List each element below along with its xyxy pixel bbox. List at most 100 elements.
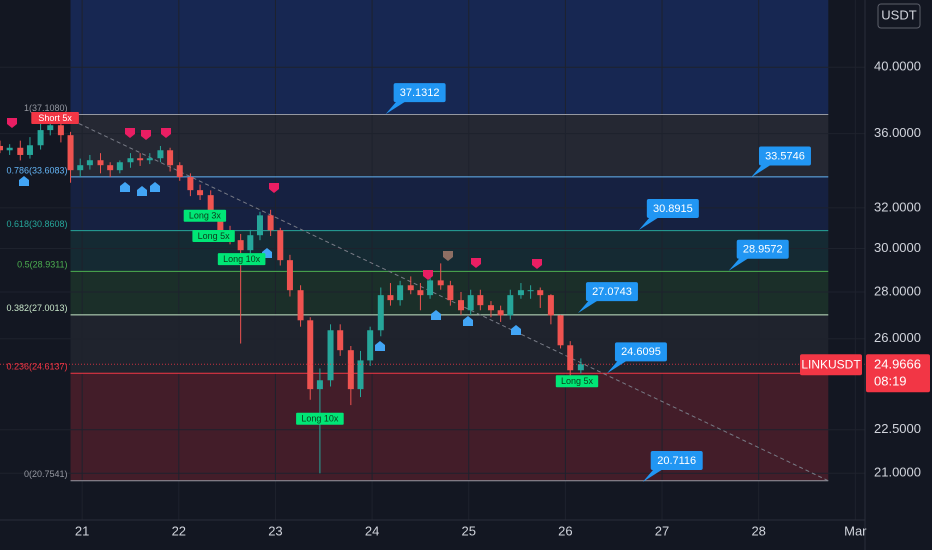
candle-body	[0, 145, 3, 151]
buy-marker	[137, 186, 147, 196]
countdown-label: 08:19	[874, 374, 907, 389]
y-tick-label: 26.0000	[874, 330, 921, 345]
candle-body	[187, 177, 194, 191]
signal-box	[555, 375, 599, 388]
candle-body	[97, 160, 104, 166]
sell-marker	[7, 118, 17, 128]
signal-box	[296, 412, 344, 425]
signal-label: Long 10x	[301, 414, 339, 424]
callout-box	[650, 451, 703, 471]
sell-marker	[161, 128, 171, 138]
candle-body	[17, 147, 24, 155]
candle-body	[47, 125, 54, 131]
candle-body	[297, 290, 304, 321]
sell-marker	[125, 128, 135, 138]
callout-box	[758, 146, 811, 166]
buy-marker	[511, 325, 521, 335]
x-tick-label: 22	[172, 523, 186, 538]
price-axis-panel	[865, 0, 932, 550]
callout-pointer	[385, 100, 408, 115]
symbol-box	[800, 354, 862, 376]
candle-body	[387, 295, 394, 301]
candle-body	[277, 230, 284, 261]
candle-body	[327, 330, 334, 381]
fib-label: 0.236(24.6137)	[6, 362, 67, 372]
signal-box	[183, 209, 227, 222]
candle-body	[537, 290, 544, 296]
buy-marker	[120, 182, 130, 192]
candle-body	[247, 235, 254, 251]
candle-body	[557, 315, 564, 346]
candle-body	[207, 195, 214, 216]
sell-marker	[532, 259, 542, 269]
candle-body	[527, 290, 534, 292]
x-tick-label: 21	[75, 523, 89, 538]
candle-body	[517, 290, 524, 296]
y-tick-label: 28.0000	[874, 283, 921, 298]
y-tick-label: 21.0000	[874, 465, 921, 480]
candle-body	[197, 190, 204, 196]
signal-label: Long 5x	[561, 376, 594, 386]
candle-body	[337, 330, 344, 351]
signal-box	[192, 230, 235, 243]
candle-body	[447, 285, 454, 301]
fib-label: 0.5(28.9311)	[17, 260, 67, 270]
signal-label: Long 10x	[223, 254, 261, 264]
fib-zone	[70, 373, 829, 481]
y-tick-label: 36.0000	[874, 125, 921, 140]
candle-body	[477, 295, 484, 306]
candle-body	[427, 280, 434, 296]
candle-body	[176, 165, 183, 178]
candle-body	[377, 295, 384, 331]
candle-body	[497, 310, 504, 316]
callout-label: 28.9572	[743, 244, 783, 256]
sell-marker	[423, 270, 433, 280]
callout-box	[736, 239, 789, 259]
candle-body	[347, 350, 354, 390]
signal-markers	[7, 118, 542, 351]
signal-box	[217, 253, 266, 266]
candle-body	[86, 160, 93, 166]
candle-body	[137, 158, 144, 161]
symbol-label: LINKUSDT	[801, 357, 861, 371]
x-tick-label: 26	[558, 523, 572, 538]
fib-label: 0.786(33.6083)	[6, 165, 67, 175]
x-tick-label: 23	[268, 523, 282, 538]
fib-zone	[70, 0, 829, 115]
candle-body	[437, 280, 444, 286]
callout-box	[614, 342, 667, 362]
candle-body	[487, 305, 494, 311]
candle-body	[507, 295, 514, 316]
fib-label: 1(37.1080)	[24, 103, 68, 113]
sell-marker	[141, 130, 151, 140]
signal-label: Long 5x	[198, 231, 231, 241]
candle-body	[127, 158, 134, 163]
candle-body	[77, 165, 84, 171]
fib-zone	[70, 176, 829, 231]
currency-box[interactable]	[877, 3, 921, 29]
signal-label: Short 5x	[38, 113, 72, 123]
x-tick-label: 27	[655, 523, 669, 538]
buy-marker	[150, 182, 160, 192]
signal-label: Long 3x	[189, 211, 222, 221]
buy-marker	[19, 176, 29, 186]
candle-body	[367, 330, 374, 361]
callout-label: 33.5746	[765, 150, 805, 162]
callout-label: 24.6095	[621, 346, 661, 358]
candle-body	[237, 240, 244, 251]
callout-pointer	[728, 256, 751, 271]
candle-body	[256, 215, 263, 236]
candle-body	[26, 145, 33, 155]
sell-marker	[471, 258, 481, 268]
fib-zone	[70, 314, 829, 374]
callout-box	[585, 282, 638, 302]
fib-zone	[70, 114, 829, 177]
candle-body	[37, 130, 44, 146]
callout-pointer	[750, 163, 773, 178]
y-tick-label: 40.0000	[874, 59, 921, 74]
y-tick-label: 32.0000	[874, 199, 921, 214]
callout-pointer	[606, 359, 629, 374]
x-tick-label: 28	[751, 523, 765, 538]
